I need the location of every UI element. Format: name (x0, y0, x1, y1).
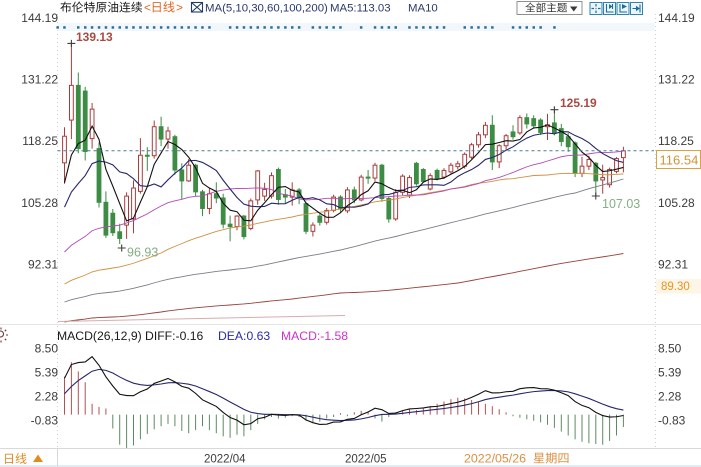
svg-text:96.93: 96.93 (127, 246, 158, 260)
svg-text:MA10: MA10 (408, 3, 438, 15)
svg-text:-0.83: -0.83 (658, 413, 686, 427)
svg-text:92.31: 92.31 (28, 258, 58, 272)
svg-text:125.19: 125.19 (560, 96, 597, 110)
svg-text:2022/05/26: 2022/05/26 (464, 452, 526, 466)
svg-text:-0.83: -0.83 (31, 413, 59, 427)
svg-text:118.25: 118.25 (22, 134, 58, 148)
svg-text:5.39: 5.39 (658, 365, 682, 379)
svg-text:MA(5,10,30,60,100,200): MA(5,10,30,60,100,200) (205, 3, 328, 15)
svg-text:105.28: 105.28 (21, 196, 58, 210)
svg-text:131.22: 131.22 (658, 73, 695, 87)
svg-text:131.22: 131.22 (21, 73, 58, 87)
svg-text:DEA:0.63: DEA:0.63 (218, 329, 270, 343)
svg-text:92.31: 92.31 (658, 258, 688, 272)
svg-text:144.19: 144.19 (21, 11, 58, 25)
svg-text:2.28: 2.28 (658, 389, 682, 403)
svg-text:8.50: 8.50 (658, 341, 682, 355)
svg-text:2.28: 2.28 (35, 389, 59, 403)
svg-text:MACD:-1.58: MACD:-1.58 (281, 329, 348, 343)
svg-text:118.25: 118.25 (658, 134, 694, 148)
svg-text:105.28: 105.28 (658, 196, 695, 210)
svg-text:<: < (144, 1, 151, 15)
svg-text:144.19: 144.19 (658, 11, 695, 25)
svg-text:>: > (176, 1, 183, 15)
svg-text:139.13: 139.13 (76, 30, 113, 44)
svg-text:116.54: 116.54 (660, 153, 699, 168)
svg-text:2022/04: 2022/04 (204, 454, 246, 466)
svg-text:89.30: 89.30 (661, 281, 690, 293)
svg-text:2022/05: 2022/05 (345, 454, 387, 466)
svg-text:MACD(26,12,9) DIFF:-0.16: MACD(26,12,9) DIFF:-0.16 (57, 329, 204, 343)
svg-text:8.50: 8.50 (35, 341, 59, 355)
svg-text:107.03: 107.03 (602, 197, 640, 211)
svg-text:MA5:113.03: MA5:113.03 (330, 3, 391, 15)
svg-text:5.39: 5.39 (35, 365, 59, 379)
